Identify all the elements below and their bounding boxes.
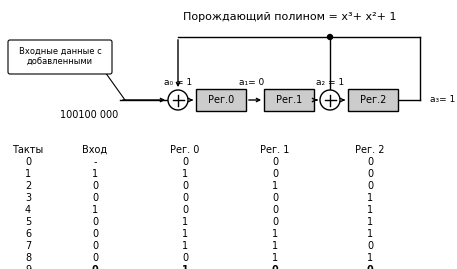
Text: 6: 6 xyxy=(25,229,31,239)
Text: 0: 0 xyxy=(91,265,98,269)
Text: 1: 1 xyxy=(367,217,373,227)
Text: 0: 0 xyxy=(367,241,373,251)
Text: 100100 000: 100100 000 xyxy=(60,110,118,120)
Text: 0: 0 xyxy=(182,181,188,191)
Text: a₁= 0: a₁= 0 xyxy=(239,78,265,87)
Text: 9: 9 xyxy=(25,265,31,269)
Text: Рег. 0: Рег. 0 xyxy=(170,145,200,155)
Text: 0: 0 xyxy=(182,193,188,203)
Text: 1: 1 xyxy=(182,229,188,239)
Text: Рег. 1: Рег. 1 xyxy=(260,145,290,155)
Text: Входные данные с
добавленными: Входные данные с добавленными xyxy=(19,47,101,67)
Text: 0: 0 xyxy=(272,205,278,215)
Text: 0: 0 xyxy=(367,157,373,167)
Text: Рег.1: Рег.1 xyxy=(276,95,302,105)
Text: 1: 1 xyxy=(272,253,278,263)
FancyBboxPatch shape xyxy=(348,89,398,111)
FancyBboxPatch shape xyxy=(8,40,112,74)
Text: 1: 1 xyxy=(92,169,98,179)
Text: 0: 0 xyxy=(182,205,188,215)
Text: 8: 8 xyxy=(25,253,31,263)
Text: 1: 1 xyxy=(182,241,188,251)
Text: a₃= 1: a₃= 1 xyxy=(430,95,455,104)
Text: 0: 0 xyxy=(182,157,188,167)
Text: 1: 1 xyxy=(367,205,373,215)
Text: 0: 0 xyxy=(92,253,98,263)
Text: 0: 0 xyxy=(272,169,278,179)
Text: 1: 1 xyxy=(25,169,31,179)
Text: 0: 0 xyxy=(367,265,373,269)
Text: 1: 1 xyxy=(367,229,373,239)
FancyBboxPatch shape xyxy=(196,89,246,111)
Text: 1: 1 xyxy=(181,265,188,269)
Text: 1: 1 xyxy=(182,169,188,179)
Text: 0: 0 xyxy=(92,229,98,239)
Text: Вход: Вход xyxy=(82,145,107,155)
Text: Рег.0: Рег.0 xyxy=(208,95,234,105)
Text: Рег.2: Рег.2 xyxy=(360,95,386,105)
Text: 7: 7 xyxy=(25,241,31,251)
Text: 1: 1 xyxy=(272,241,278,251)
Text: 0: 0 xyxy=(272,217,278,227)
Text: 0: 0 xyxy=(92,241,98,251)
Text: 1: 1 xyxy=(367,253,373,263)
Text: 0: 0 xyxy=(367,169,373,179)
Text: 3: 3 xyxy=(25,193,31,203)
Text: 2: 2 xyxy=(25,181,31,191)
Text: 1: 1 xyxy=(367,193,373,203)
Text: 0: 0 xyxy=(92,181,98,191)
Text: 0: 0 xyxy=(92,193,98,203)
Text: 1: 1 xyxy=(182,217,188,227)
Text: 1: 1 xyxy=(272,229,278,239)
Text: Рег. 2: Рег. 2 xyxy=(355,145,385,155)
Text: a₀ = 1: a₀ = 1 xyxy=(164,78,192,87)
Text: Такты: Такты xyxy=(12,145,43,155)
Text: 0: 0 xyxy=(271,265,278,269)
Text: 0: 0 xyxy=(182,253,188,263)
Text: 4: 4 xyxy=(25,205,31,215)
Text: 0: 0 xyxy=(272,193,278,203)
Text: a₂ = 1: a₂ = 1 xyxy=(316,78,344,87)
Circle shape xyxy=(320,90,340,110)
Text: 5: 5 xyxy=(25,217,31,227)
FancyBboxPatch shape xyxy=(264,89,314,111)
Text: 0: 0 xyxy=(25,157,31,167)
Text: Порождающий полином = x³+ x²+ 1: Порождающий полином = x³+ x²+ 1 xyxy=(183,12,397,22)
Text: 0: 0 xyxy=(272,157,278,167)
Circle shape xyxy=(168,90,188,110)
Text: 0: 0 xyxy=(367,181,373,191)
Text: 1: 1 xyxy=(92,205,98,215)
Circle shape xyxy=(328,34,333,40)
Text: 0: 0 xyxy=(92,217,98,227)
Text: 1: 1 xyxy=(272,181,278,191)
Text: -: - xyxy=(93,157,97,167)
